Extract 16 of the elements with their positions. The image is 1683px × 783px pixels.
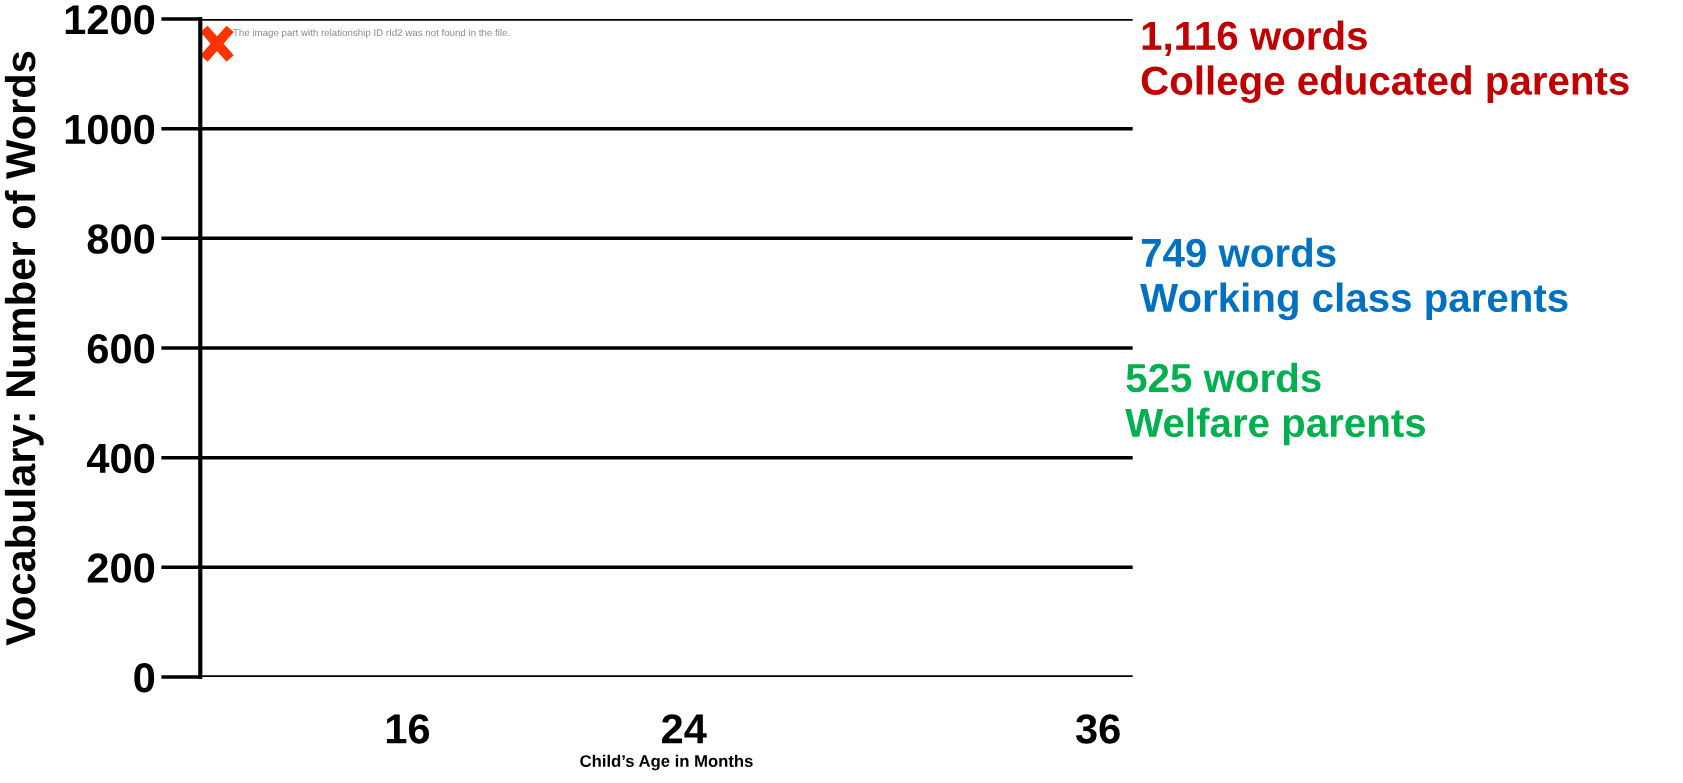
- y-tick-label: 200: [87, 553, 155, 583]
- annotation: The image part with relationship ID rId2 was not found in the file.: [233, 28, 510, 38]
- y-tick-label: 800: [87, 224, 155, 254]
- annotation: 525 words Welfare parents: [1125, 362, 1426, 446]
- y-tick-label: 1200: [65, 5, 155, 35]
- y-axis-title: Vocabulary: Number of Words: [4, 51, 44, 646]
- x-tick-label: 16: [386, 714, 430, 744]
- y-tick-label: 0: [134, 662, 155, 693]
- y-tick-label: 400: [86, 443, 155, 474]
- x-axis-title: Child’s Age in Months: [580, 754, 753, 771]
- y-tick-label: 1000: [65, 114, 155, 145]
- text: 749 words Working class parents: [1140, 237, 1568, 321]
- x-tick-label: 36: [1075, 714, 1120, 744]
- text: 1,116 words College educated parents: [1141, 20, 1629, 104]
- x-tick-label: 24: [662, 714, 707, 744]
- y-tick-label: 600: [87, 334, 155, 364]
